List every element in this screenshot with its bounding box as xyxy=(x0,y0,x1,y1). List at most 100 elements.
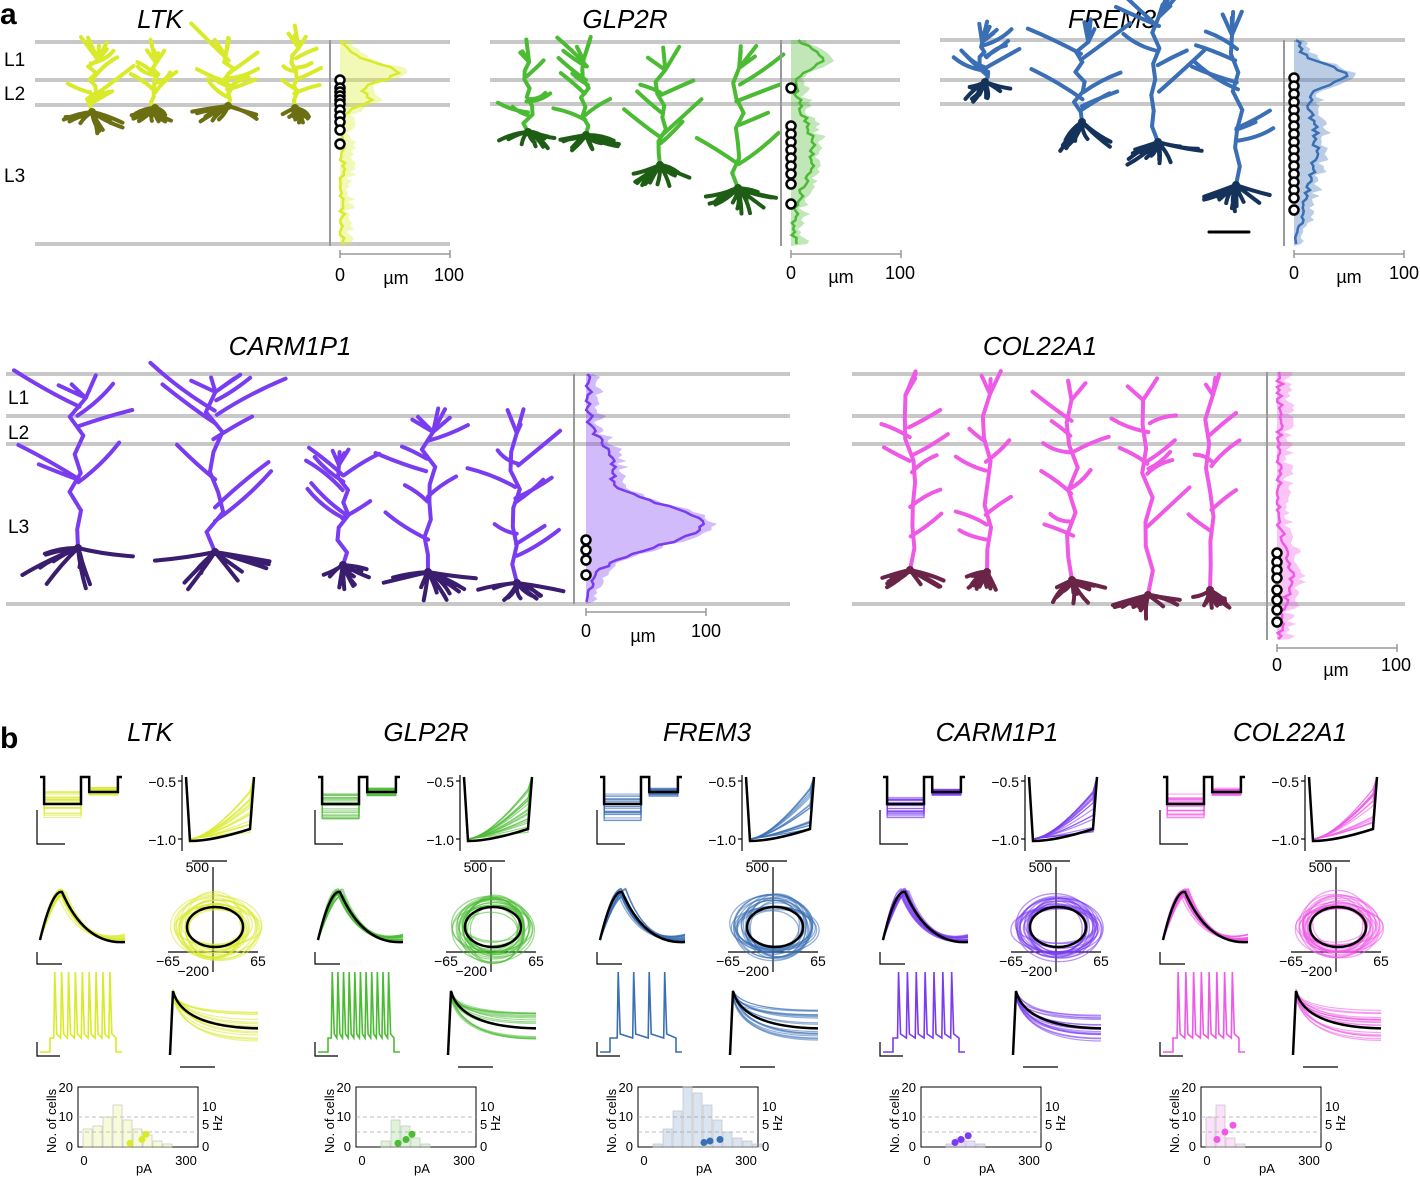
mean-sweep-trace xyxy=(600,775,682,806)
rate-trace xyxy=(729,997,819,1056)
soma-depth-marker xyxy=(580,534,592,546)
phase-tick-label: 65 xyxy=(810,953,826,969)
depth-profile xyxy=(329,39,451,258)
subthreshold-sweeps xyxy=(879,775,965,845)
neuron-reconstruction xyxy=(879,369,950,590)
hist-bar xyxy=(672,1110,683,1148)
scale-bar xyxy=(1159,952,1185,965)
hist-bar xyxy=(1225,1137,1236,1148)
rate-point xyxy=(1229,1121,1237,1129)
mean-rate-trace xyxy=(728,990,819,1056)
scale-bar xyxy=(36,952,62,965)
soma xyxy=(151,104,159,112)
apical-dendrite xyxy=(465,407,563,585)
phase-tick-label: −200 xyxy=(177,963,209,979)
hist-y-tick: 0 xyxy=(66,1139,73,1154)
hist-y-tick: 0 xyxy=(344,1139,351,1154)
scale-bar xyxy=(36,810,65,845)
soma-depth-marker xyxy=(1288,192,1300,204)
ap-trace xyxy=(599,888,686,941)
hist-x-tick: 0 xyxy=(80,1153,87,1168)
phase-trace xyxy=(1018,903,1099,956)
profile-band xyxy=(586,374,718,604)
mean-ap-trace xyxy=(1161,890,1249,944)
soma xyxy=(734,184,742,192)
hist-x-tick: 300 xyxy=(453,1153,475,1168)
depth-profile xyxy=(780,39,902,258)
hist-y-label: No. of cells xyxy=(887,1088,902,1153)
phase-trace xyxy=(187,902,246,952)
mean-rate-trace xyxy=(168,990,259,1056)
neuron-reconstruction xyxy=(1030,378,1111,606)
soma-depth-marker xyxy=(334,124,346,136)
hist-y2-tick: 0 xyxy=(1325,1139,1332,1154)
depth-profile xyxy=(1283,38,1405,258)
rate-point xyxy=(408,1130,416,1138)
phase-trace xyxy=(462,904,520,944)
subthreshold-sweeps xyxy=(1159,775,1245,845)
neuron-reconstruction xyxy=(551,34,621,153)
basal-dendrite xyxy=(153,550,272,592)
phase-tick-label: −200 xyxy=(1300,963,1332,979)
profile-band xyxy=(1294,40,1357,246)
hist-x-tick: 300 xyxy=(1298,1153,1320,1168)
rate-point xyxy=(1221,1128,1229,1136)
ap-trace xyxy=(39,888,126,941)
hist-bar xyxy=(152,1140,163,1148)
sag-tick-label: −1.0 xyxy=(991,832,1019,848)
hist-y-label: No. of cells xyxy=(44,1088,59,1153)
hist-y-tick: 10 xyxy=(902,1109,916,1124)
profile-tick-0: 0 xyxy=(1289,263,1299,283)
mean-sag-trace xyxy=(462,776,534,843)
soma-depth-marker xyxy=(580,544,592,556)
gene-title-glp2r: GLP2R xyxy=(582,4,667,34)
soma xyxy=(1068,576,1076,584)
neuron-reconstruction xyxy=(622,44,704,188)
hist-y-tick: 10 xyxy=(337,1109,351,1124)
soma xyxy=(524,128,532,136)
basal-dendrite xyxy=(20,545,135,591)
apical-dendrite xyxy=(189,21,260,108)
sag-tick-label: −1.0 xyxy=(148,832,176,848)
neuron-reconstruction xyxy=(1186,372,1242,610)
phase-plane-plot: 500 −200−65 65 xyxy=(1279,859,1389,979)
neuron-reconstruction xyxy=(465,407,566,602)
hist-y-tick: 0 xyxy=(1189,1139,1196,1154)
instantaneous-rate-plot xyxy=(728,989,819,1068)
neuron-reconstruction xyxy=(148,360,288,592)
mean-sweep-trace xyxy=(883,775,965,806)
mean-sweep-trace xyxy=(1163,775,1245,806)
normalized-sag-plot: −0.5 −1.0 xyxy=(148,774,256,862)
layer-label-l2: L2 xyxy=(4,84,25,105)
profile-unit: µm xyxy=(383,268,408,288)
apical-dendrite xyxy=(12,368,135,550)
hist-bar xyxy=(82,1128,93,1148)
profile-tick-0: 0 xyxy=(786,263,796,283)
subthreshold-sweeps xyxy=(596,775,682,845)
neuron-reconstruction xyxy=(61,35,136,136)
scale-bar xyxy=(314,810,343,845)
basal-dendrite xyxy=(129,105,173,124)
hist-y2-tick: 5 xyxy=(1325,1117,1332,1132)
soma-depth-marker xyxy=(785,168,797,180)
soma xyxy=(983,568,991,576)
hist-bar xyxy=(162,1143,173,1148)
hist-y2-label: Hz xyxy=(210,1115,225,1131)
basal-dendrite xyxy=(190,104,259,124)
layer-label-l2: L2 xyxy=(8,423,29,444)
ap-trace xyxy=(599,888,686,941)
instantaneous-rate-plot xyxy=(446,989,537,1068)
phase-plane-plot: 500 −200−65 65 xyxy=(434,859,544,979)
hist-y2-tick: 10 xyxy=(480,1099,494,1114)
soma-depth-marker xyxy=(1271,572,1283,584)
apical-dendrite xyxy=(622,44,704,167)
basal-dendrite xyxy=(1202,183,1272,214)
soma xyxy=(1144,591,1152,599)
soma xyxy=(981,78,989,86)
instantaneous-rate-plot xyxy=(1011,990,1102,1068)
hist-y-tick: 10 xyxy=(1182,1109,1196,1124)
apical-dendrite xyxy=(148,360,288,554)
soma xyxy=(656,161,664,169)
phase-trace xyxy=(458,897,526,964)
scale-bar xyxy=(879,1042,903,1057)
